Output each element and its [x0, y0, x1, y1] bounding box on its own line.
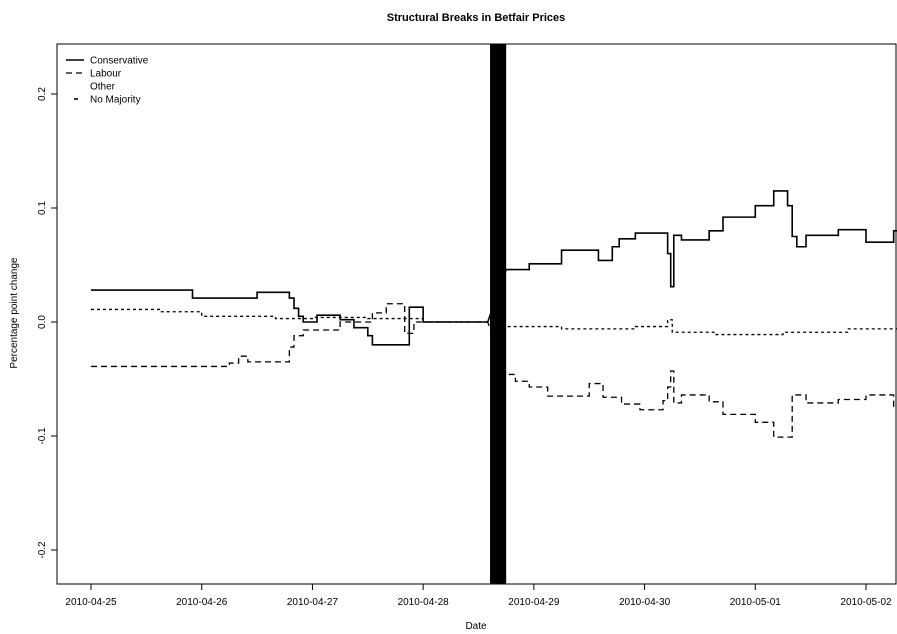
chart-title: Structural Breaks in Betfair Prices	[387, 12, 566, 24]
legend-entry: Conservative	[90, 56, 149, 67]
series-line-other	[91, 308, 897, 336]
plot-area: 2010-04-25 2010-04-26 2010-04-27 2010-04-28…	[37, 43, 897, 608]
x-axis-label: Date	[465, 621, 487, 632]
x-tick-label: 2010-05-02	[840, 597, 892, 608]
x-tick-label: 2010-04-25	[65, 597, 117, 608]
legend-entry: No Majority	[90, 95, 141, 106]
y-tick-label: 0.2	[37, 87, 48, 101]
series-line-conservative	[91, 190, 897, 346]
y-tick-label: -0.2	[37, 541, 48, 559]
y-axis-label: Percentage point change	[9, 257, 20, 369]
legend-entry: Other	[90, 82, 116, 93]
y-tick-label: 0.1	[37, 201, 48, 215]
break-band	[490, 44, 507, 584]
x-tick-label: 2010-04-26	[176, 597, 228, 608]
series-line-labour	[91, 303, 897, 438]
x-tick-label: 2010-05-01	[730, 597, 782, 608]
y-tick-label: -0.1	[37, 427, 48, 445]
x-tick-label: 2010-04-28	[398, 597, 450, 608]
legend-entry: Labour	[90, 69, 122, 80]
x-tick-label: 2010-04-30	[619, 597, 671, 608]
y-tick-label: 0.0	[37, 315, 48, 329]
legend: Conservative Labour Other No Majority	[66, 56, 149, 106]
plot-frame	[56, 43, 897, 585]
x-tick-label: 2010-04-29	[508, 597, 560, 608]
x-tick-label: 2010-04-27	[287, 597, 339, 608]
